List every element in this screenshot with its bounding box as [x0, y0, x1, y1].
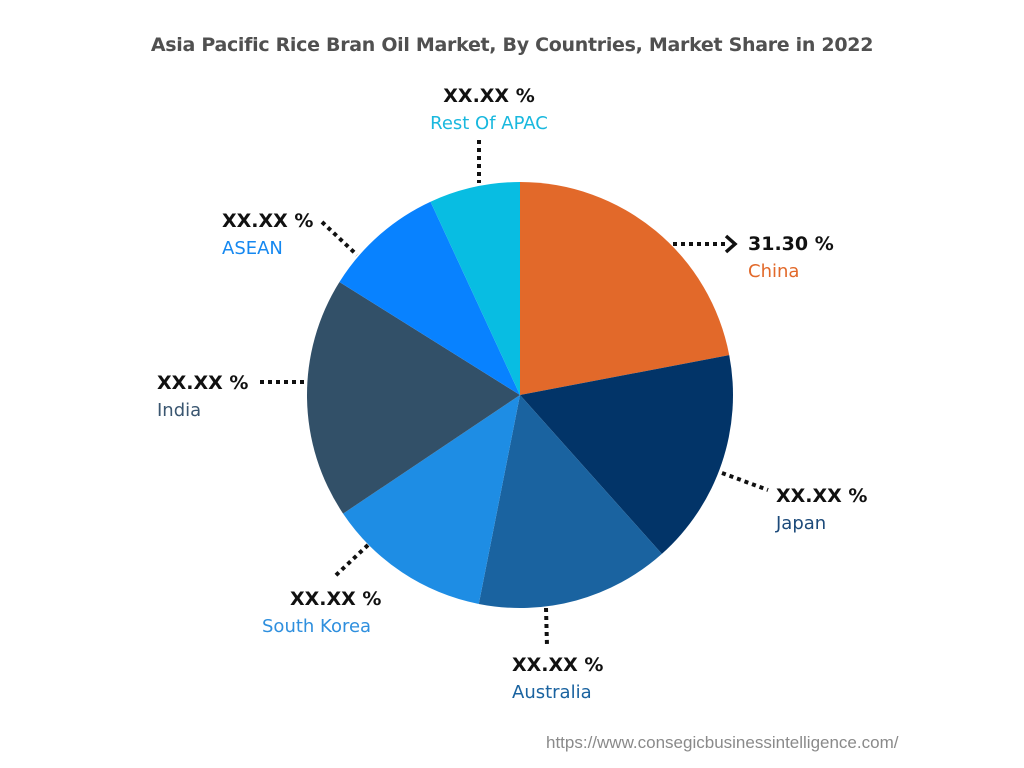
- pie-slice-china: [520, 182, 730, 395]
- pie-slice-australia: [478, 395, 662, 609]
- leader-line-japan: [721, 471, 769, 492]
- value-label: XX.XX %: [290, 588, 382, 610]
- category-label: India: [157, 400, 202, 421]
- arrow-icon: [724, 234, 738, 254]
- category-label: Australia: [512, 682, 592, 703]
- pie-slice-rest-of-apac: [430, 182, 520, 395]
- label-australia: XX.XX % Australia: [512, 656, 603, 702]
- pie-slice-south-korea: [343, 395, 520, 604]
- label-china: 31.30 % China: [748, 235, 834, 281]
- value-label: XX.XX %: [157, 372, 249, 394]
- leader-line-australia: [544, 607, 549, 647]
- leader-lines: [260, 140, 769, 647]
- category-label: South Korea: [262, 616, 372, 637]
- source-url: https://www.consegicbusinessintelligence…: [546, 733, 899, 752]
- value-label: 31.30 %: [748, 233, 834, 255]
- value-label: XX.XX %: [443, 85, 535, 107]
- label-india: XX.XX % India: [157, 374, 248, 420]
- pie-slice-india: [307, 282, 520, 514]
- leader-line-asean: [320, 220, 359, 257]
- label-rest-of-apac: XX.XX % Rest Of APAC: [427, 87, 551, 133]
- value-label: XX.XX %: [222, 210, 314, 232]
- category-label: ASEAN: [222, 238, 283, 259]
- pie-slice-asean: [339, 201, 520, 395]
- value-label: XX.XX %: [776, 485, 868, 507]
- chart-title: Asia Pacific Rice Bran Oil Market, By Co…: [150, 34, 874, 56]
- label-asean: XX.XX % ASEAN: [222, 212, 313, 258]
- category-label: Japan: [776, 513, 827, 534]
- value-label: XX.XX %: [512, 654, 604, 676]
- leader-line-south-korea: [332, 543, 370, 579]
- category-label: Rest Of APAC: [430, 113, 548, 134]
- pie-slice-japan: [520, 355, 734, 554]
- label-japan: XX.XX % Japan: [776, 487, 867, 533]
- label-south-korea: XX.XX % South Korea: [262, 590, 381, 636]
- category-label: China: [748, 261, 800, 282]
- pie-slices: [307, 182, 734, 609]
